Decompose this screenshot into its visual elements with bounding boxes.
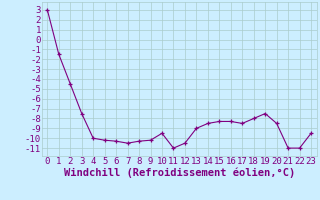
X-axis label: Windchill (Refroidissement éolien,°C): Windchill (Refroidissement éolien,°C) xyxy=(64,167,295,178)
